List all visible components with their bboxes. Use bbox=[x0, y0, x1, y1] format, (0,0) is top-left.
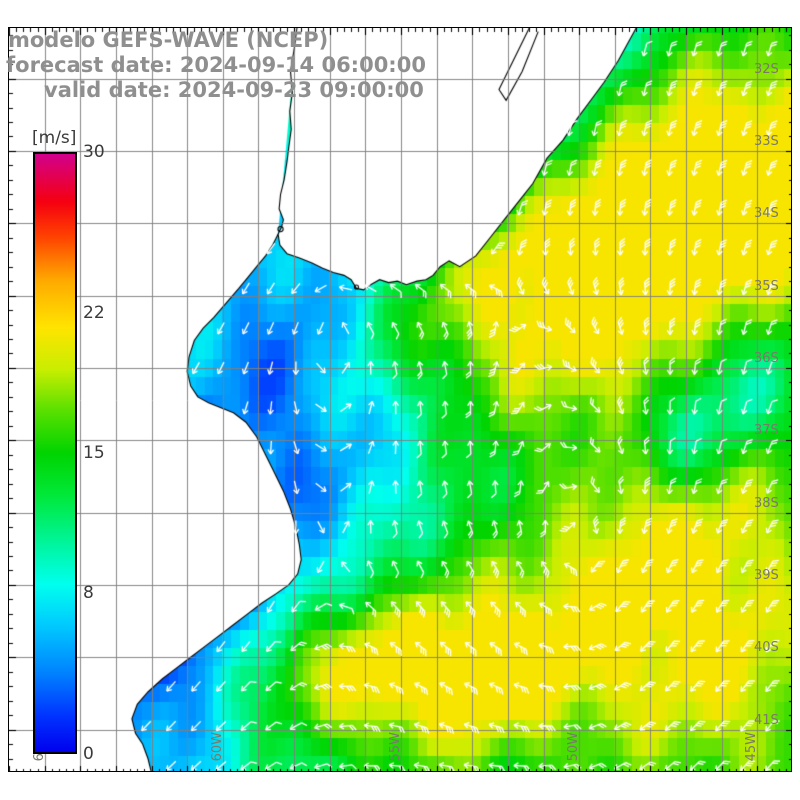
colorbar-tick-15: 15 bbox=[83, 443, 105, 463]
colorbar: [m/s] 30 22 15 8 0 bbox=[32, 128, 105, 764]
colorbar-unit-label: [m/s] bbox=[32, 128, 77, 148]
map-plot-frame[interactable] bbox=[8, 27, 792, 772]
colorbar-tick-30: 30 bbox=[83, 142, 105, 162]
colorbar-gradient bbox=[33, 152, 77, 754]
axis-tick-marks bbox=[9, 28, 791, 771]
colorbar-tick-8: 8 bbox=[83, 583, 94, 604]
map-canvas-container[interactable] bbox=[9, 28, 791, 771]
colorbar-tick-0: 0 bbox=[83, 744, 94, 764]
colorbar-tick-22: 22 bbox=[83, 302, 105, 323]
